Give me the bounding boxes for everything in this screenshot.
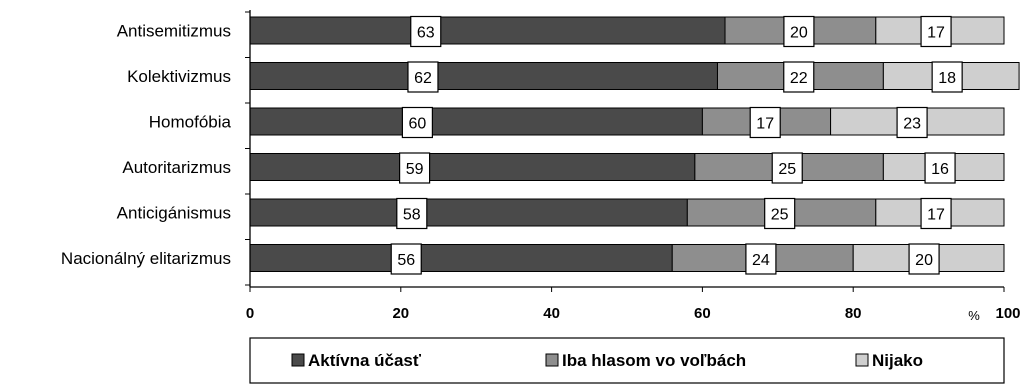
data-label-box	[896, 106, 928, 139]
data-label: 20	[915, 252, 933, 269]
x-tick-label: 40	[543, 305, 560, 322]
data-label-box	[407, 61, 439, 93]
legend-entry: Iba hlasom vo voľbách	[562, 351, 746, 370]
category-label: Nacionálný elitarizmus	[61, 249, 231, 268]
legend-swatch	[855, 353, 869, 367]
data-label-box	[764, 197, 796, 230]
data-labels: 63 20 17 62 22 18 60 17 23 59 25 16 58 25 17 56 24 20	[390, 15, 963, 275]
category-label: Anticigánismus	[117, 204, 231, 223]
data-label-box	[783, 61, 815, 93]
x-tick-label: 20	[392, 305, 409, 322]
bar-segment	[249, 107, 703, 136]
category-label: Autoritarizmus	[122, 158, 231, 177]
data-label-box	[920, 15, 952, 48]
category-labels: Antisemitizmus Kolektivizmus Homofóbia Auto…	[61, 22, 232, 269]
data-label: 56	[397, 252, 415, 269]
data-label-box	[401, 106, 433, 139]
data-label: 23	[903, 116, 921, 133]
data-label: 62	[414, 70, 432, 87]
axes: 0 20 40 60 80 100%	[245, 10, 1021, 323]
data-label: 24	[752, 252, 770, 269]
legend-swatch	[291, 353, 305, 367]
bar-segment	[249, 198, 688, 227]
x-tick-label: 0	[246, 305, 254, 322]
bar-segment	[249, 62, 718, 90]
data-label-box	[396, 197, 428, 230]
data-label-box	[783, 15, 815, 48]
x-tick-label: 60	[694, 305, 711, 322]
data-label: 20	[790, 25, 808, 42]
data-label: 18	[938, 70, 956, 87]
data-label: 60	[408, 116, 426, 133]
data-label: 58	[403, 207, 421, 224]
legend-box	[249, 337, 1005, 384]
data-label-box	[745, 243, 777, 275]
x-tick-label: 100	[995, 305, 1020, 322]
bar-segment	[249, 16, 726, 45]
data-label-box	[390, 243, 422, 275]
data-label-box	[749, 106, 781, 139]
data-label-box	[771, 152, 803, 184]
data-label-box	[410, 15, 442, 48]
data-label: 16	[931, 161, 949, 178]
category-label: Antisemitizmus	[117, 22, 231, 41]
data-label: 17	[927, 25, 945, 42]
data-label: 25	[778, 161, 796, 178]
data-label: 59	[406, 161, 424, 178]
data-label-box	[908, 243, 940, 275]
legend: Aktívna účasť Iba hlasom vo voľbách Nijako	[249, 337, 1005, 384]
data-label-box	[924, 152, 956, 184]
x-tick-label: 80	[845, 305, 862, 322]
bar-segment	[249, 153, 696, 181]
data-label: 17	[927, 207, 945, 224]
data-label: 25	[771, 207, 789, 224]
data-label: 17	[756, 116, 774, 133]
category-label: Homofóbia	[149, 113, 232, 132]
data-label-box	[931, 61, 963, 93]
bars	[249, 16, 1020, 272]
legend-swatch	[545, 353, 559, 367]
legend-entry: Aktívna účasť	[308, 351, 422, 370]
x-axis-unit: %	[968, 308, 980, 323]
bar-segment	[249, 244, 673, 272]
data-label: 63	[417, 25, 435, 42]
data-label-box	[398, 152, 431, 184]
data-label-box	[920, 197, 952, 230]
category-label: Kolektivizmus	[127, 67, 231, 86]
data-label: 22	[790, 70, 808, 87]
legend-entry: Nijako	[872, 351, 923, 370]
